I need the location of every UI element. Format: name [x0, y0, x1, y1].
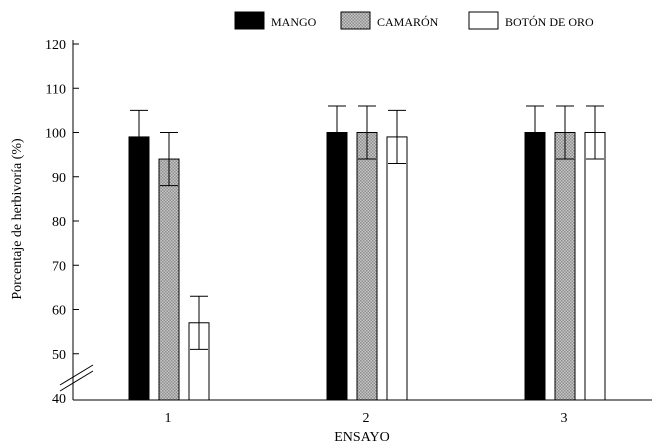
legend-item: CAMARÓN	[340, 11, 439, 30]
y-tick-label: 50	[52, 348, 66, 363]
y-tick-label: 120	[45, 38, 66, 53]
y-tick-label: 110	[46, 82, 66, 97]
bar	[554, 132, 576, 401]
bars	[128, 132, 606, 401]
bar	[356, 132, 378, 401]
legend-swatch	[234, 11, 265, 30]
bar	[326, 132, 348, 401]
error-bar	[328, 105, 346, 160]
error-bar	[160, 132, 178, 187]
y-tick-label: 80	[52, 215, 66, 230]
bar	[158, 158, 180, 401]
error-bar	[586, 105, 604, 160]
y-tick-label: 100	[45, 127, 66, 142]
error-bar	[388, 109, 406, 164]
legend-item: MANGO	[234, 11, 317, 30]
error-bar	[358, 105, 376, 160]
y-tick-label: 70	[52, 259, 66, 274]
error-bars	[130, 105, 604, 350]
error-bar	[190, 295, 208, 350]
legend-item: BOTÓN DE ORO	[468, 11, 594, 30]
y-axis-ticks: 40 50 60 70 80 90 100 110 120	[45, 38, 79, 407]
bar	[584, 132, 606, 401]
legend-swatch	[468, 11, 499, 30]
error-bar	[130, 109, 148, 164]
bar	[386, 136, 408, 401]
bar	[128, 136, 150, 401]
legend-label: MANGO	[271, 15, 317, 29]
axis-break-mark	[59, 364, 94, 392]
legend-label: CAMARÓN	[377, 15, 439, 29]
y-tick-label: 90	[52, 171, 66, 186]
y-axis-title: Porcentaje de herbivoría (%)	[10, 138, 25, 300]
error-bar	[526, 105, 544, 160]
bar	[524, 132, 546, 401]
y-tick-label: 60	[52, 304, 66, 319]
x-tick-label: 2	[363, 411, 370, 426]
legend: MANGO CAMARÓN BOTÓN DE ORO	[234, 11, 594, 30]
legend-label: BOTÓN DE ORO	[505, 15, 594, 29]
x-axis-title: ENSAYO	[334, 430, 390, 445]
x-tick-label: 3	[561, 411, 568, 426]
y-tick-label: 40	[52, 392, 66, 407]
legend-swatch	[340, 11, 371, 30]
x-tick-label: 1	[165, 411, 172, 426]
error-bar	[556, 105, 574, 160]
